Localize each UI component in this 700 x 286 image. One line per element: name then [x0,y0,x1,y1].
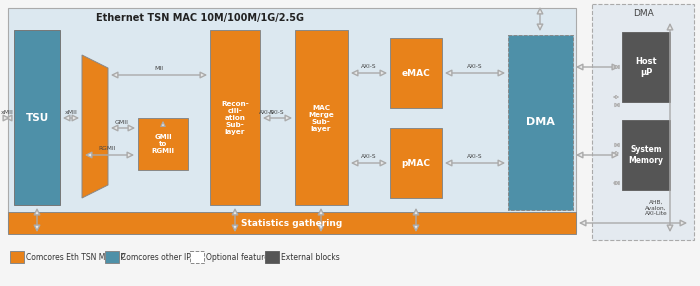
Bar [622,120,670,190]
Bar [592,4,694,240]
Polygon shape [82,55,108,198]
Text: xMII: xMII [64,110,78,114]
Text: MII: MII [155,67,164,72]
Text: AXI-S: AXI-S [259,110,275,114]
Text: GMII: GMII [115,120,129,124]
Text: AXI-S: AXI-S [270,110,285,114]
Text: eMAC: eMAC [402,69,430,78]
Text: Comcores Eth TSN MAC IP: Comcores Eth TSN MAC IP [26,253,125,263]
Text: Comcores other IP: Comcores other IP [121,253,191,263]
Bar [8,212,576,234]
Text: RGMII: RGMII [98,146,116,152]
Text: Recon-
cili-
ation
Sub-
layer: Recon- cili- ation Sub- layer [221,101,249,135]
Bar [105,251,119,263]
Text: TSU: TSU [25,113,48,123]
Text: AHB,
Avalon,
AXI-Lite: AHB, Avalon, AXI-Lite [645,200,667,216]
Text: AXI-S: AXI-S [361,154,377,160]
Text: DMA: DMA [526,117,554,127]
Text: Host
µP: Host µP [635,57,657,77]
Text: MAC
Merge
Sub-
layer: MAC Merge Sub- layer [308,104,334,132]
Text: GMII
to
RGMII: GMII to RGMII [151,134,174,154]
Bar [190,251,204,263]
Bar [10,251,24,263]
Bar [390,128,442,198]
Text: Optional features: Optional features [206,253,273,263]
Bar [265,251,279,263]
Text: xMII: xMII [1,110,13,114]
Text: Ethernet TSN MAC 10M/100M/1G/2.5G: Ethernet TSN MAC 10M/100M/1G/2.5G [96,13,304,23]
Bar [295,30,348,205]
Bar [210,30,260,205]
Text: AXI-S: AXI-S [467,154,483,160]
Text: pMAC: pMAC [402,158,430,168]
Bar [508,35,573,210]
Text: AXI-S: AXI-S [467,65,483,69]
Bar [8,8,576,232]
Text: Statistics gathering: Statistics gathering [241,219,342,227]
Bar [390,38,442,108]
Text: AXI-S: AXI-S [361,65,377,69]
Bar [138,118,188,170]
Text: DMA: DMA [633,9,653,19]
Text: External blocks: External blocks [281,253,339,263]
Bar [14,30,60,205]
Bar [622,32,670,102]
Text: System
Memory: System Memory [629,145,664,165]
